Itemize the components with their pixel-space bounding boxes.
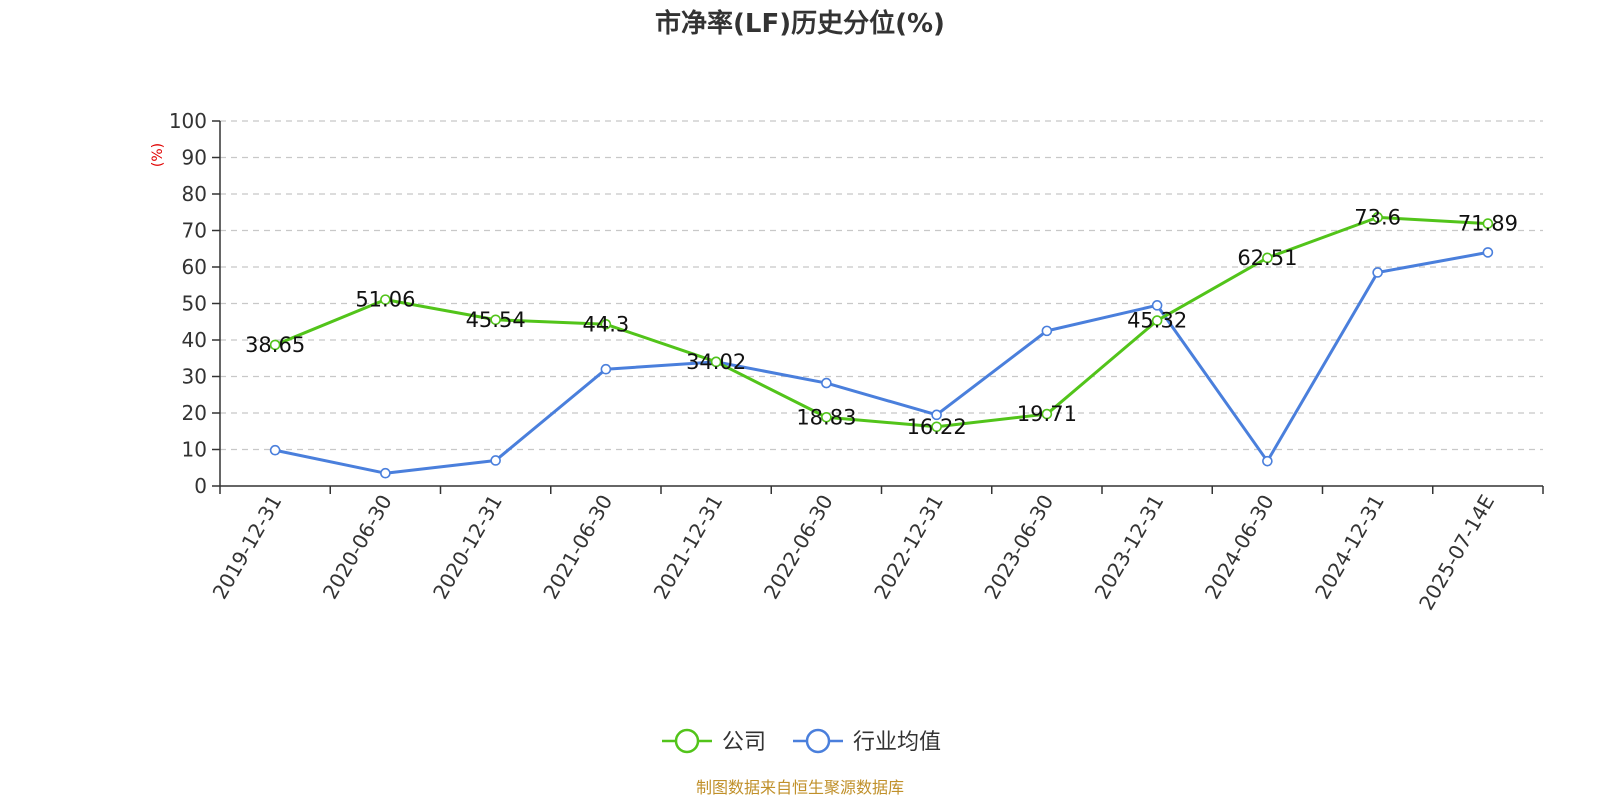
data-point[interactable]: [600, 363, 612, 375]
y-tick-label: 20: [182, 401, 207, 425]
y-tick-label: 90: [182, 146, 207, 170]
y-tick-label: 50: [182, 292, 207, 316]
y-tick-label: 70: [182, 219, 207, 243]
legend-item[interactable]: 公司: [662, 728, 766, 755]
y-tick-label: 10: [182, 438, 207, 462]
data-label: 16.22: [907, 415, 967, 439]
x-tick-label: 2020-12-31: [428, 491, 507, 604]
data-label: 44.3: [582, 312, 629, 336]
data-label: 34.02: [686, 350, 746, 374]
legend-item[interactable]: 行业均值: [793, 728, 941, 755]
x-tick-label: 2023-06-30: [979, 491, 1058, 604]
data-point[interactable]: [1151, 300, 1163, 311]
data-point[interactable]: [1262, 455, 1273, 467]
series-layer: [269, 212, 1494, 479]
data-label: 19.71: [1017, 402, 1077, 426]
data-point[interactable]: [821, 411, 832, 423]
data-point[interactable]: [269, 444, 281, 456]
series-line: [274, 250, 1489, 475]
x-tick-label: 2022-06-30: [759, 491, 838, 604]
data-label: 71.89: [1458, 212, 1518, 236]
legend-marker: [674, 728, 700, 754]
data-point[interactable]: [821, 377, 832, 389]
data-label: 73.6: [1354, 205, 1401, 229]
y-tick-label: 40: [182, 328, 207, 352]
source-note: 制图数据来自恒生聚源数据库: [696, 778, 904, 797]
data-point[interactable]: [1372, 212, 1383, 223]
data-label: 38.65: [245, 333, 305, 357]
data-label: 51.06: [355, 288, 415, 312]
legend-marker: [805, 728, 831, 754]
series-line: [274, 215, 1488, 429]
x-tick-label: 2024-06-30: [1200, 491, 1279, 604]
y-axis-label: (%): [150, 143, 166, 167]
x-tick-label: 2019-12-31: [208, 491, 287, 604]
data-point[interactable]: [931, 421, 942, 433]
x-tick-label: 2021-06-30: [538, 491, 617, 604]
data-label: 62.51: [1237, 246, 1297, 270]
data-point[interactable]: [380, 294, 391, 305]
x-tick-label: 2021-12-31: [649, 491, 728, 604]
data-point[interactable]: [600, 319, 612, 330]
data-label: 18.83: [796, 405, 856, 429]
y-tick-label: 60: [182, 255, 207, 279]
y-tick-label: 80: [182, 182, 207, 206]
data-point[interactable]: [710, 356, 722, 368]
x-tick-label: 2022-12-31: [869, 491, 948, 604]
chart-title: 市净率(LF)历史分位(%): [655, 8, 945, 39]
data-point[interactable]: [1262, 252, 1273, 264]
data-point[interactable]: [1041, 408, 1053, 420]
y-tick-label: 100: [169, 109, 207, 133]
data-point[interactable]: [380, 467, 391, 479]
data-point[interactable]: [490, 314, 501, 326]
data-point[interactable]: [931, 409, 942, 421]
data-label: 45.32: [1127, 309, 1187, 333]
data-point[interactable]: [490, 455, 501, 466]
legend-label: 公司: [722, 730, 766, 755]
data-point[interactable]: [1041, 325, 1053, 337]
x-tick-label: 2025-07-14E: [1414, 491, 1499, 615]
data-label: 45.54: [466, 308, 526, 332]
x-tick-label: 2024-12-31: [1310, 491, 1389, 604]
data-point[interactable]: [269, 339, 281, 351]
data-point[interactable]: [1482, 247, 1494, 258]
x-tick-label: 2020-06-30: [318, 491, 397, 604]
y-tick-label: 0: [194, 474, 207, 498]
data-point[interactable]: [1482, 218, 1494, 229]
axes: 0 10 20 30 40 50 60 70 80 90 100 2019-12-31 2020-06-…: [169, 109, 1544, 615]
legend-label: 行业均值: [853, 730, 941, 755]
gridlines: [220, 120, 1543, 451]
y-tick-label: 30: [182, 365, 207, 389]
data-labels: 38.65 51.06 45.54 44.3 34.02 18.83 16.22 19.71 4…: [245, 205, 1518, 438]
data-point[interactable]: [1151, 315, 1163, 326]
x-tick-label: 2023-12-31: [1090, 491, 1169, 604]
legend[interactable]: 公司 行业均值: [662, 728, 941, 755]
data-point[interactable]: [1372, 267, 1383, 278]
